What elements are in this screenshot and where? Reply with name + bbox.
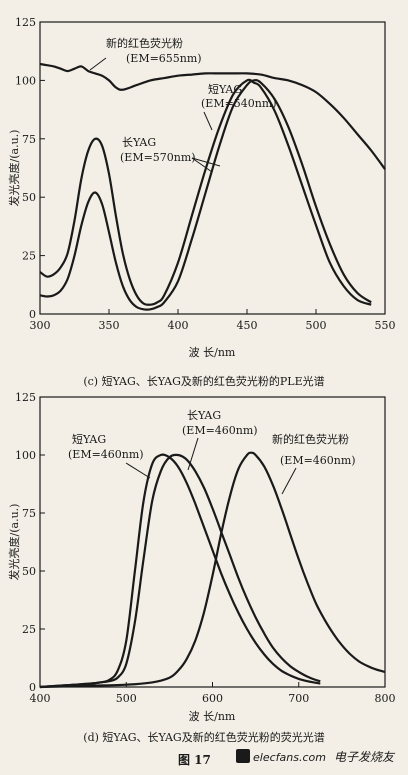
chart-c-xtick-label: 450 [237,319,258,332]
chart-d-series-line-1 [39,453,321,689]
watermark-name: 电子发烧友 [334,750,396,764]
watermark: elecfans.com 电子发烧友 [236,749,396,764]
chart-c-ytick-label: 125 [15,16,36,29]
chart-d-ann-long-leader [187,437,199,471]
chart-d-ytick-label: 25 [22,623,36,636]
chart-d-ticks: 400 500 600 700 800 0 25 50 75 100 125 [15,391,396,705]
chart-d-ytick-label: 100 [15,449,36,462]
chart-d-series-line-0 [39,453,321,689]
chart-c: 300 350 400 450 500 550 0 25 50 75 100 125 发光亮度/(a.… [7,16,396,388]
chart-c-xlabel: 波 长/nm [189,346,236,359]
chart-d-ytick-label: 50 [22,565,36,578]
chart-d-xlabel: 波 长/nm [189,710,236,723]
chart-c-xtick-label: 350 [99,319,120,332]
chart-c-xtick-label: 400 [168,319,189,332]
watermark-site: elecfans.com [253,751,326,764]
chart-c-ann-red-name: 新的红色荧光粉 [106,36,183,50]
chart-d-ann-short-leader [125,462,151,479]
chart-c-ytick-label: 100 [15,74,36,87]
chart-c-ylabel: 发光亮度/(a.u.) [7,130,21,207]
chart-c-series-line-0 [39,62,386,170]
chart-c-ytick-label: 50 [22,191,36,204]
chart-d: 400 500 600 700 800 0 25 50 75 100 125 发光亮度/(a.u.)… [7,391,396,744]
chart-d-xtick-label: 500 [116,692,137,705]
chart-d-ann-short-em: (EM=460nm) [68,448,144,461]
chart-c-ann-short-name: 短YAG [208,82,242,96]
chart-d-ylabel: 发光亮度/(a.u.) [7,504,21,581]
chart-c-ann-long-leader-2 [191,157,221,167]
chart-d-ytick-label: 125 [15,391,36,404]
chart-d-ytick-label: 75 [22,507,36,520]
chart-c-xtick-label: 500 [306,319,327,332]
chart-d-ann-red-name: 新的红色荧光粉 [272,432,349,446]
chart-c-xtick-label: 300 [30,319,51,332]
chart-d-ytick-label: 0 [29,681,36,694]
chart-d-caption: (d) 短YAG、长YAG及新的红色荧光粉的荧光光谱 [83,730,324,744]
chart-c-ann-red-leader [89,57,107,71]
chart-d-ann-red-em: (EM=460nm) [280,454,356,467]
chart-d-xtick-label: 400 [30,692,51,705]
chart-d-series-line-2 [39,451,386,689]
chart-c-ann-long-leader-1 [191,157,213,173]
chart-c-ticks: 300 350 400 450 500 550 0 25 50 75 100 125 [15,16,396,332]
chart-d-xtick-label: 600 [202,692,223,705]
chart-c-xtick-label: 550 [375,319,396,332]
chart-c-ann-red-em: (EM=655nm) [126,52,202,65]
chart-c-ann-short-leader [203,111,213,131]
chart-d-ann-long-em: (EM=460nm) [182,424,258,437]
chart-c-caption: (c) 短YAG、长YAG及新的红色荧光粉的PLE光谱 [83,374,324,388]
chart-c-ytick-label: 0 [29,308,36,321]
chart-d-ann-short-name: 短YAG [72,432,106,446]
watermark-logo-mark [236,749,250,763]
chart-c-ann-long-name: 长YAG [122,136,156,149]
chart-c-series-line-2 [39,79,372,311]
chart-c-ytick-label: 25 [22,250,36,263]
chart-c-ann-long-em: (EM=570nm) [120,151,196,164]
chart-c-curves [39,62,386,311]
chart-c-ytick-label: 75 [22,133,36,146]
chart-d-xtick-label: 700 [288,692,309,705]
chart-d-curves [39,451,386,689]
chart-c-series-line-1 [39,78,372,306]
chart-d-ann-red-leader [281,467,297,495]
chart-d-ann-long-name: 长YAG [187,409,221,422]
chart-c-ann-short-em: (EM=540nm) [201,97,277,110]
chart-d-xtick-label: 800 [375,692,396,705]
figure-label: 图 17 [178,753,211,767]
